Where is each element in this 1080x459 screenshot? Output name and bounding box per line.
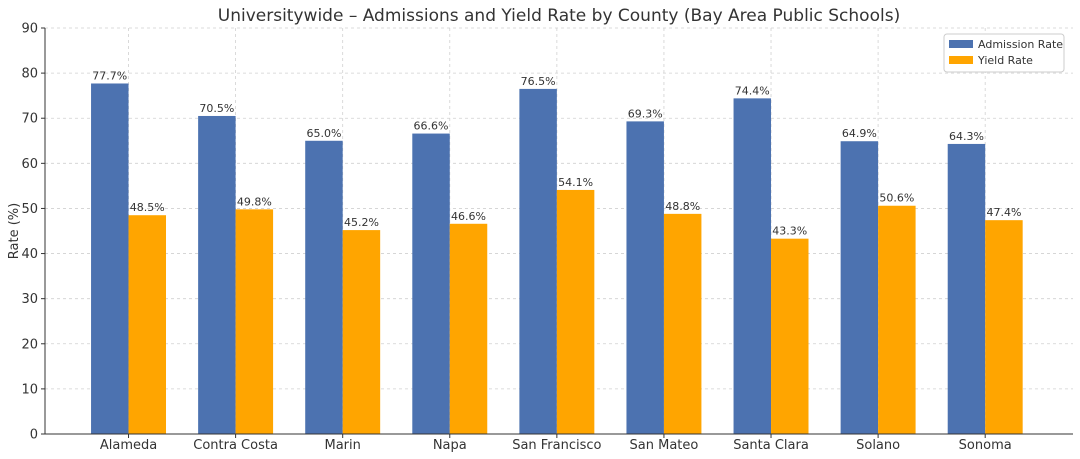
yield-rate-legend-swatch <box>949 56 973 64</box>
yield-rate-value-label: 48.5% <box>130 201 165 214</box>
legend-frame <box>943 33 1065 73</box>
yield-rate-bar <box>556 189 595 434</box>
admission-rate-value-label: 74.4% <box>735 84 770 97</box>
legend: Admission Rate Yield Rate <box>943 33 1065 73</box>
y-tick-label: 0 <box>30 428 38 443</box>
yield-rate-bar <box>985 220 1023 434</box>
yield-rate-bar <box>771 238 809 434</box>
admission-rate-value-label: 69.3% <box>628 107 663 120</box>
x-tick-label: San Mateo <box>630 438 699 453</box>
x-tick-label: Marin <box>324 438 360 453</box>
bars <box>91 83 1023 435</box>
admission-rate-value-label: 64.3% <box>949 130 984 143</box>
yield-rate-value-label: 46.6% <box>451 210 486 223</box>
yield-rate-legend-label: Yield Rate <box>977 54 1033 67</box>
admission-rate-bar <box>840 141 879 434</box>
y-tick-label: 30 <box>21 292 38 307</box>
yield-rate-value-label: 45.2% <box>344 216 379 229</box>
yield-rate-value-label: 43.3% <box>772 225 807 238</box>
yield-rate-bar <box>663 213 702 434</box>
x-tick-label: Contra Costa <box>193 438 278 453</box>
yield-rate-bar <box>128 215 167 434</box>
y-axis-label: Rate (%) <box>7 203 22 259</box>
admission-rate-bar <box>91 83 129 434</box>
value-labels: 77.7% 48.5% 70.5% 49.8% 65.0% 45.2% 66.6% 46.6%… <box>92 69 1021 237</box>
admission-rate-value-label: 66.6% <box>414 120 449 133</box>
admission-rate-bar <box>412 133 450 434</box>
y-tick-label: 80 <box>21 67 38 82</box>
admission-rate-bar <box>305 140 343 434</box>
y-tick-label: 40 <box>21 247 38 262</box>
y-axis-ticks: 0 10 20 30 40 50 60 70 80 90 <box>21 22 45 443</box>
yield-rate-value-label: 54.1% <box>558 176 593 189</box>
y-tick-label: 90 <box>21 22 38 37</box>
yield-rate-value-label: 48.8% <box>665 200 700 213</box>
admission-rate-value-label: 64.9% <box>842 127 877 140</box>
chart-title: Universitywide – Admissions and Yield Ra… <box>218 6 900 26</box>
yield-rate-bar <box>878 205 916 434</box>
admission-rate-bar <box>947 143 986 435</box>
x-tick-label: Alameda <box>100 438 157 453</box>
x-axis-ticks: Alameda Contra Costa Marin Napa San Francisc… <box>100 434 1012 453</box>
admission-rate-value-label: 65.0% <box>306 127 341 140</box>
x-tick-label: Sonoma <box>959 438 1012 453</box>
x-tick-label: Solano <box>856 438 900 453</box>
yield-rate-value-label: 49.8% <box>237 195 272 208</box>
admission-rate-value-label: 76.5% <box>521 75 556 88</box>
yield-rate-bar <box>449 223 488 434</box>
y-tick-label: 60 <box>21 157 38 172</box>
x-tick-label: Santa Clara <box>733 438 809 453</box>
yield-rate-value-label: 47.4% <box>986 206 1021 219</box>
x-tick-label: Napa <box>433 438 467 453</box>
admission-rate-legend-label: Admission Rate <box>978 38 1063 51</box>
yield-rate-bar <box>342 230 381 434</box>
y-tick-label: 70 <box>21 112 38 127</box>
admission-rate-bar <box>198 115 236 434</box>
admission-rate-bar <box>519 88 557 435</box>
axes <box>44 28 1073 435</box>
y-tick-label: 50 <box>21 202 38 217</box>
yield-rate-value-label: 50.6% <box>879 192 914 205</box>
x-tick-label: San Francisco <box>512 438 601 453</box>
admission-rate-bar <box>733 98 772 434</box>
yield-rate-bar <box>235 209 274 434</box>
admission-rate-value-label: 70.5% <box>199 102 234 115</box>
admission-rate-legend-swatch <box>949 40 973 48</box>
y-tick-label: 20 <box>21 337 38 352</box>
admission-rate-bar <box>626 121 664 434</box>
y-tick-label: 10 <box>21 382 38 397</box>
admission-rate-value-label: 77.7% <box>92 69 127 82</box>
